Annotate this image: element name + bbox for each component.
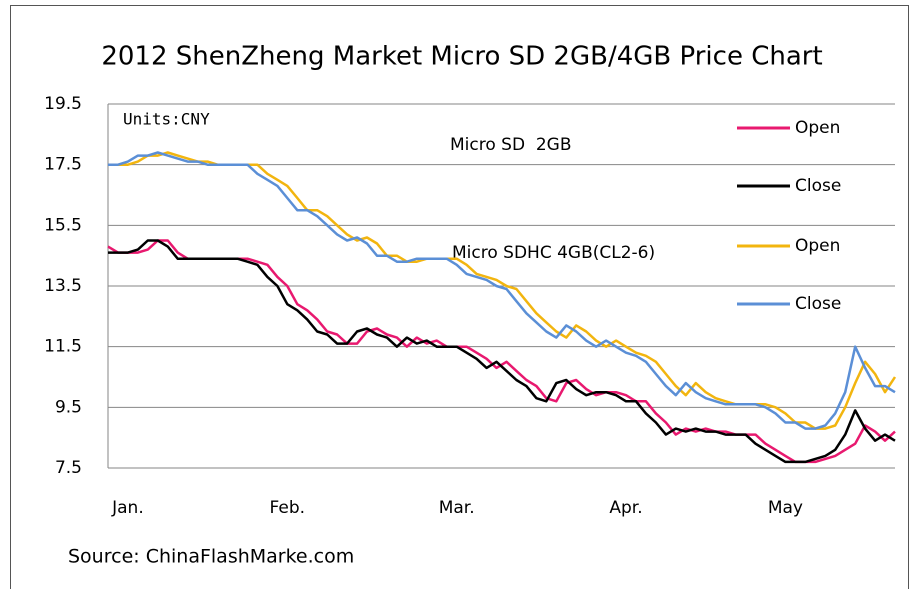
x-tick-label: Jan.: [111, 498, 144, 518]
y-tick-label: 13.5: [44, 276, 82, 296]
chart-frame: [10, 5, 909, 589]
units-label: Units:CNY: [123, 110, 210, 129]
y-tick-label: 19.5: [44, 94, 82, 114]
group-label: Micro SD 2GB: [450, 135, 572, 155]
source-label: Source: ChinaFlashMarke.com: [68, 546, 354, 568]
chart-title: 2012 ShenZheng Market Micro SD 2GB/4GB P…: [101, 42, 822, 72]
y-tick-label: 11.5: [44, 337, 82, 357]
legend-label: Close: [795, 176, 841, 196]
series-line: [108, 239, 896, 464]
group-label: Micro SDHC 4GB(CL2-6): [452, 243, 655, 263]
y-tick-label: 9.5: [55, 397, 82, 417]
y-tick-label: 7.5: [55, 458, 82, 478]
x-tick-label: Apr.: [609, 498, 642, 518]
series-line: [108, 151, 896, 430]
x-tick-label: May: [768, 498, 803, 518]
legend-label: Open: [795, 236, 840, 256]
y-tick-label: 17.5: [44, 155, 82, 175]
x-tick-label: Feb.: [270, 498, 306, 518]
legend-label: Open: [795, 118, 840, 138]
x-tick-label: Mar.: [439, 498, 475, 518]
y-tick-label: 15.5: [44, 215, 82, 235]
legend-label: Close: [795, 294, 841, 314]
